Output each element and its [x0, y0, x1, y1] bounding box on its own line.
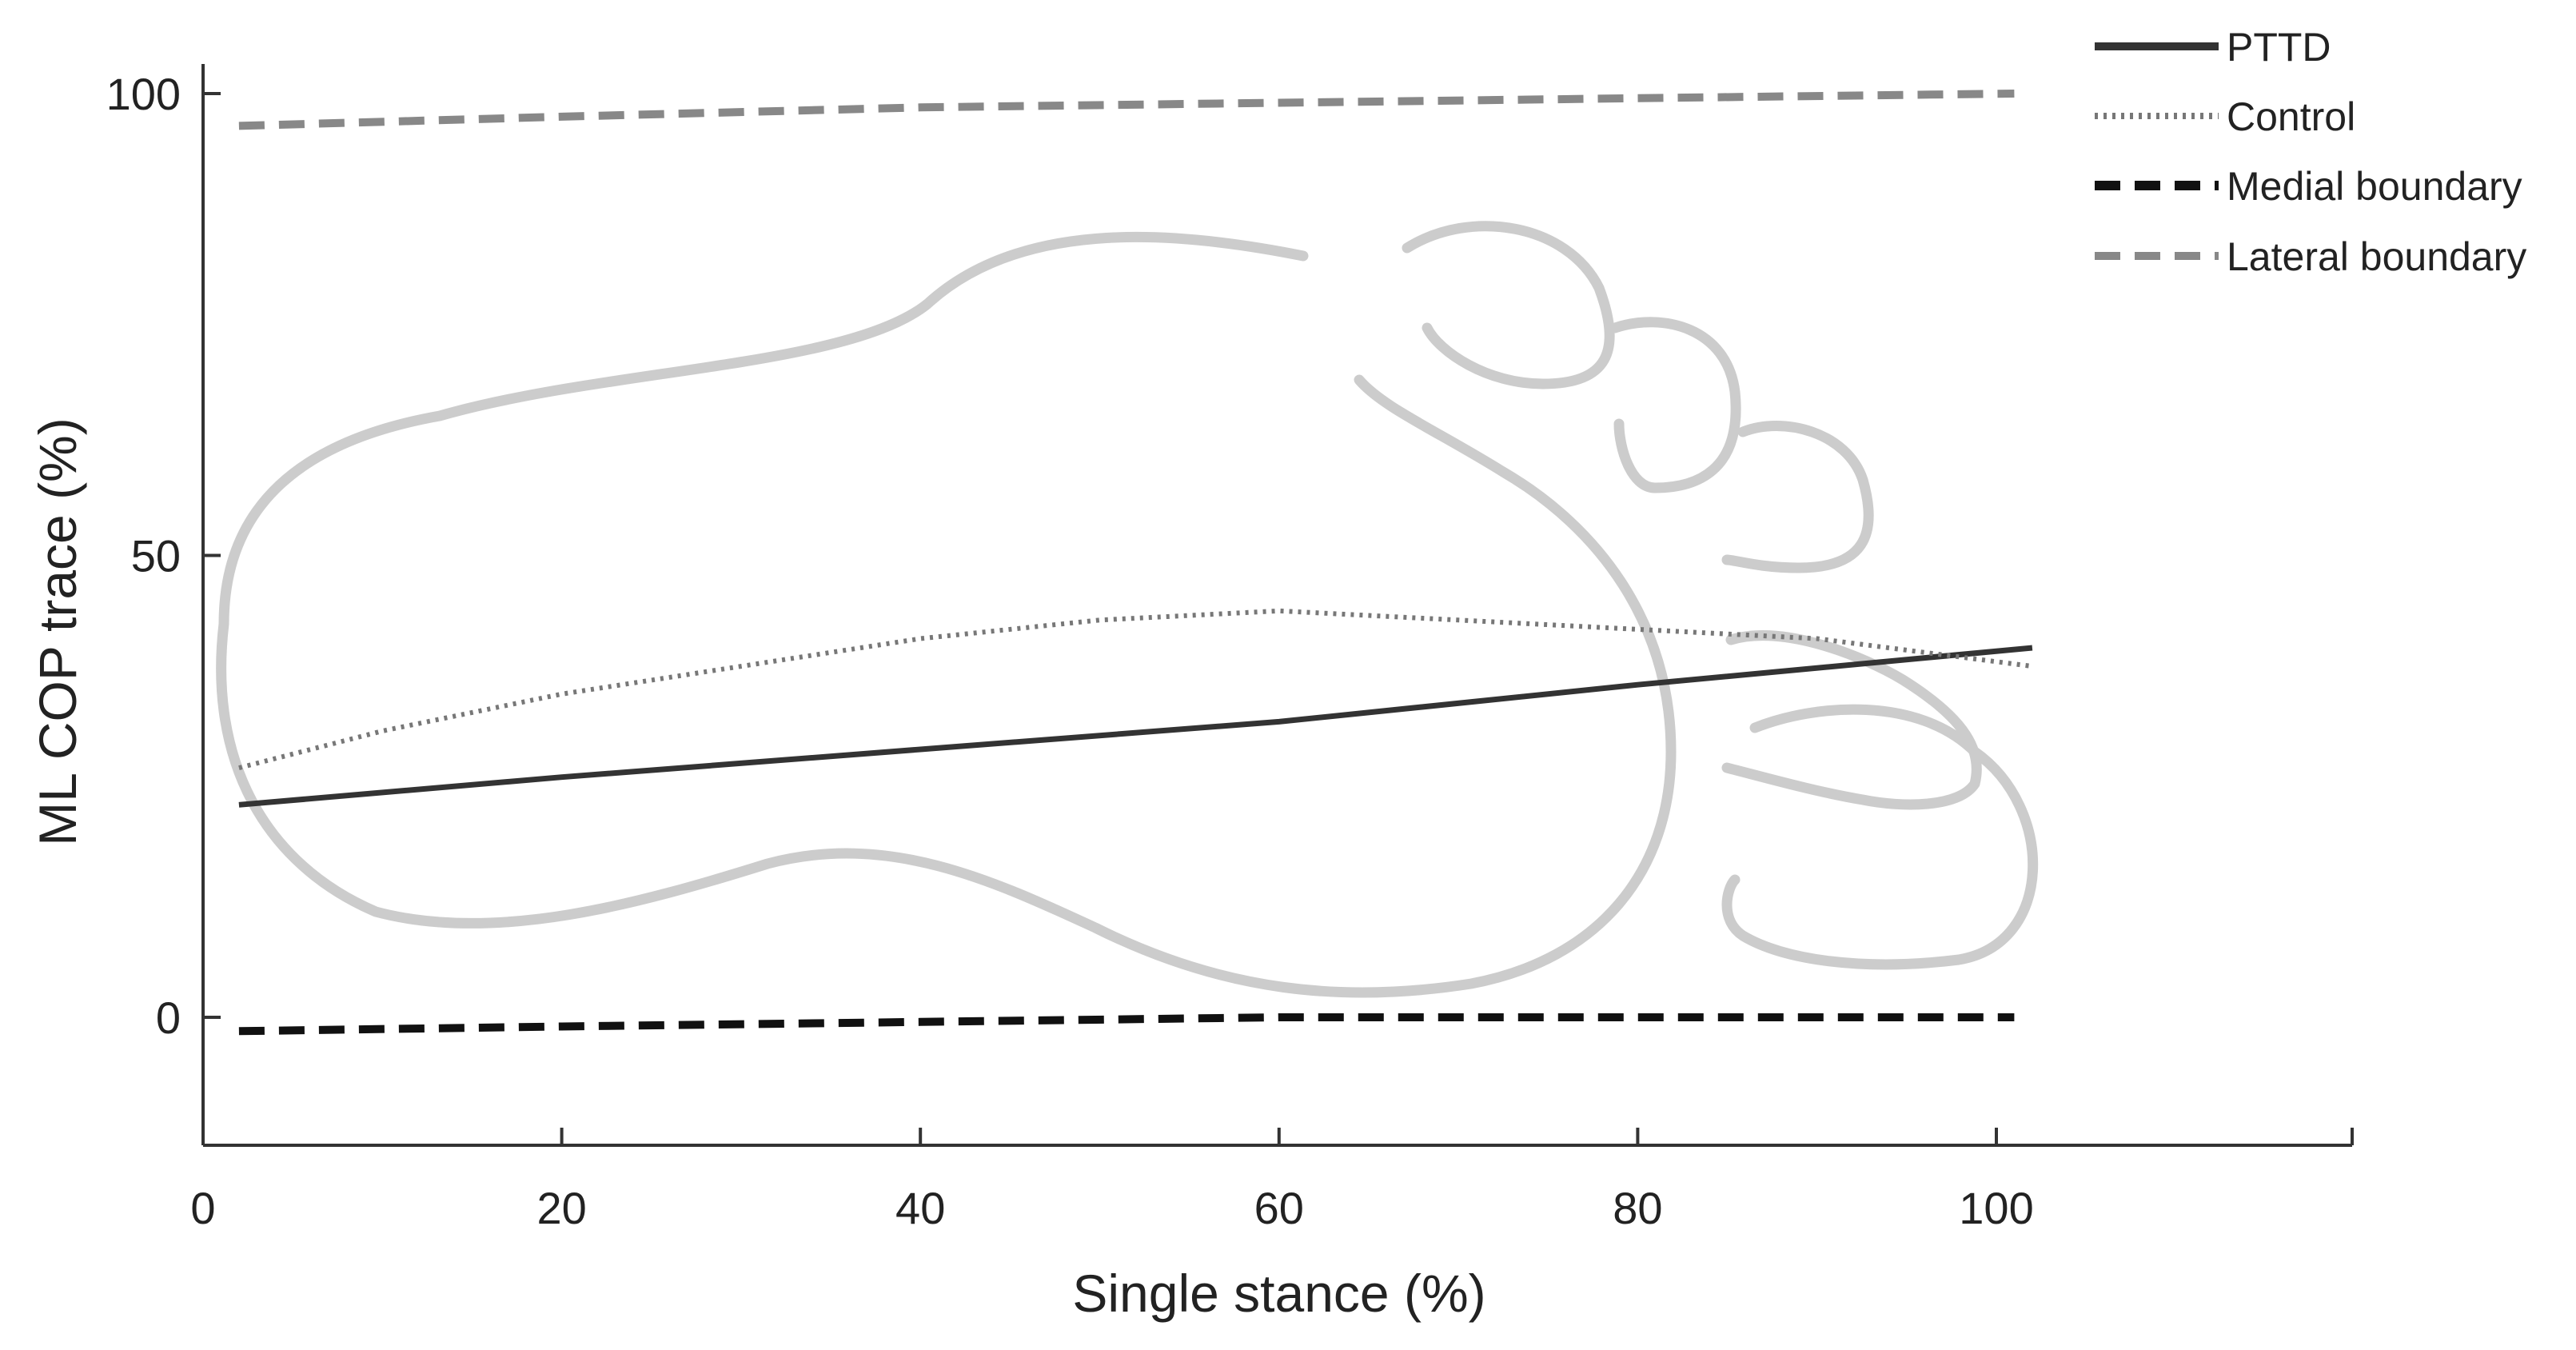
series-line-pttd	[238, 645, 2033, 808]
x-tick-label: 40	[895, 1183, 945, 1233]
y-tick-label: 100	[106, 69, 181, 119]
x-ticks: 0 20 40 60 80 100	[190, 1128, 2034, 1233]
x-tick-label: 60	[1254, 1183, 1304, 1233]
legend-label-medial-boundary: Medial boundary	[2227, 164, 2522, 209]
x-tick-label: 100	[1959, 1183, 2033, 1233]
x-axis-title: Single stance (%)	[1072, 1264, 1485, 1323]
foot-outline-icon	[216, 221, 2039, 998]
x-tick-label: 20	[536, 1183, 586, 1233]
legend: PTTD Control Medial boundary Lateral bou…	[2095, 25, 2526, 279]
legend-label-control: Control	[2227, 94, 2355, 139]
legend-label-pttd: PTTD	[2227, 25, 2331, 70]
x-tick-label: 80	[1613, 1183, 1662, 1233]
x-tick-label: 0	[190, 1183, 215, 1233]
series-line-lateral-boundary	[238, 90, 2015, 130]
y-tick-label: 50	[131, 531, 181, 581]
series-line-medial-boundary	[238, 1013, 2015, 1036]
series-layer	[238, 90, 2033, 1036]
y-ticks: 0 50 100	[106, 69, 221, 1043]
y-axis-title: ML COP trace (%)	[28, 417, 87, 845]
legend-label-lateral-boundary: Lateral boundary	[2227, 234, 2526, 279]
y-tick-label: 0	[156, 993, 181, 1043]
